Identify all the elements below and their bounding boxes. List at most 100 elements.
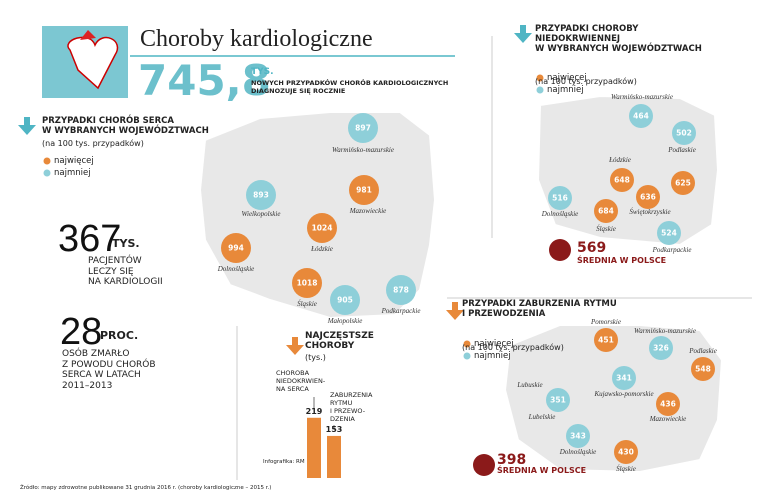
legend-label: najwięcej (547, 73, 587, 83)
region-bubble (566, 424, 590, 448)
average-dot (549, 239, 571, 261)
page-title: Choroby kardiologiczne (140, 26, 373, 52)
legend-label: najwięcej (474, 339, 514, 349)
region-value: 648 (614, 175, 630, 185)
region-value: 436 (660, 399, 676, 409)
region-value: 636 (640, 192, 656, 202)
region-bubble (246, 180, 276, 210)
bar (307, 417, 321, 478)
legend-swatch (536, 74, 544, 82)
region-name: Warmińsko-mazurskie (611, 93, 673, 101)
region-name: Śląskie (616, 465, 636, 473)
arrow-icon (514, 25, 532, 43)
region-name: Dolnośląskie (541, 210, 579, 218)
bar (327, 435, 341, 478)
region-bubble (629, 104, 653, 128)
region-bubble (612, 366, 636, 390)
bar-value: 219 (305, 406, 323, 416)
region-name: Łódzkie (609, 156, 631, 164)
legend-label: najmniej (474, 351, 511, 361)
map-shape (503, 324, 724, 474)
region-bubble (594, 199, 618, 223)
region-value: 451 (598, 335, 614, 345)
stat-text: PACJENTÓW (88, 256, 142, 266)
stat-text: LECZY SIĘ (88, 266, 134, 277)
region-name: Dolnośląskie (559, 448, 597, 456)
region-bubble (386, 275, 416, 305)
stat-text: NA KARDIOLOGII (88, 277, 163, 287)
region-bubble (307, 213, 337, 243)
section-subtitle: (na 100 tys. przypadków) (535, 77, 637, 86)
region-name: Podkarpackie (652, 246, 692, 254)
headline-text: NOWYCH PRZYPADKÓW CHORÓB KARDIOLOGICZNYC… (251, 79, 449, 87)
stat-number: 28 (60, 311, 103, 353)
legend-swatch (43, 169, 51, 177)
region-bubble (657, 221, 681, 245)
legend-swatch (536, 86, 544, 94)
region-name: Śląskie (596, 225, 616, 233)
region-name: Mazowieckie (349, 207, 387, 215)
category-label: DZENIA (330, 415, 355, 423)
region-name: Lubelskie (528, 413, 556, 421)
category-label: ZABURZENIA (330, 391, 373, 399)
region-name: Mazowieckie (649, 415, 687, 423)
region-bubble (636, 185, 660, 209)
region-value: 341 (616, 373, 632, 383)
legend-label: najmniej (547, 85, 584, 95)
region-bubble (610, 168, 634, 192)
region-bubble (671, 171, 695, 195)
region-bubble (672, 121, 696, 145)
stat-text: OSÓB ZMARŁO (62, 349, 130, 359)
stat-text: SERCA W LATACH (62, 370, 141, 380)
region-value: 994 (228, 243, 244, 253)
region-bubble (348, 113, 378, 143)
stat-text: Z POWODU CHORÓB (62, 359, 156, 370)
region-bubble (691, 357, 715, 381)
category-label: RYTMU (330, 399, 353, 407)
region-value: 351 (550, 395, 566, 405)
region-name: Podlaskie (668, 146, 696, 154)
region-value: 981 (356, 185, 372, 195)
section-title: NIEDOKRWIENNEJ (535, 34, 621, 44)
region-value: 684 (598, 206, 614, 216)
section-title: PRZYPADKI ZABURZENIA RYTMU (462, 299, 617, 309)
stat-number: 367 (58, 218, 122, 260)
stat-unit: TYS. (112, 237, 140, 250)
region-value: 524 (661, 228, 677, 238)
heart-icon-vessel (80, 30, 96, 40)
region-bubble (292, 268, 322, 298)
category-label: NA SERCA (276, 385, 309, 393)
arrow-icon (446, 302, 464, 320)
region-name: Małopolskie (327, 317, 363, 325)
region-value: 1018 (296, 278, 318, 288)
region-value: 893 (253, 190, 269, 200)
region-value: 326 (653, 343, 669, 353)
region-bubble (649, 336, 673, 360)
source: Źródło: mapy zdrowotne publikowane 31 gr… (20, 485, 272, 491)
section-title: W WYBRANYCH WOJEWÓDZTWACH (535, 44, 702, 54)
headline-text: DIAGNOZUJE SIĘ ROCZNIE (251, 87, 346, 95)
region-name: Kujawsko-pomorskie (594, 390, 654, 398)
average-dot (473, 454, 495, 476)
region-value: 1024 (311, 223, 333, 233)
region-name: Lubuskie (517, 381, 543, 389)
arrow-icon (286, 337, 304, 355)
average-value: 569 (577, 240, 607, 256)
section-title: I PRZEWODZENIA (462, 309, 546, 319)
region-bubble (349, 175, 379, 205)
section-subtitle: (na 100 tys. przypadków) (42, 139, 144, 148)
region-name: Podlaskie (689, 347, 717, 355)
region-value: 343 (570, 431, 586, 441)
region-value: 878 (393, 285, 409, 295)
category-label: I PRZEWO- (330, 407, 366, 415)
stat-text: 2011–2013 (62, 380, 113, 391)
legend-swatch (463, 340, 471, 348)
headline-unit: TYS. (251, 67, 274, 77)
region-bubble (594, 328, 618, 352)
region-bubble (330, 285, 360, 315)
region-value: 897 (355, 123, 371, 133)
region-name: Śląskie (297, 300, 317, 308)
average-label: ŚREDNIA W POLSCE (497, 466, 587, 475)
